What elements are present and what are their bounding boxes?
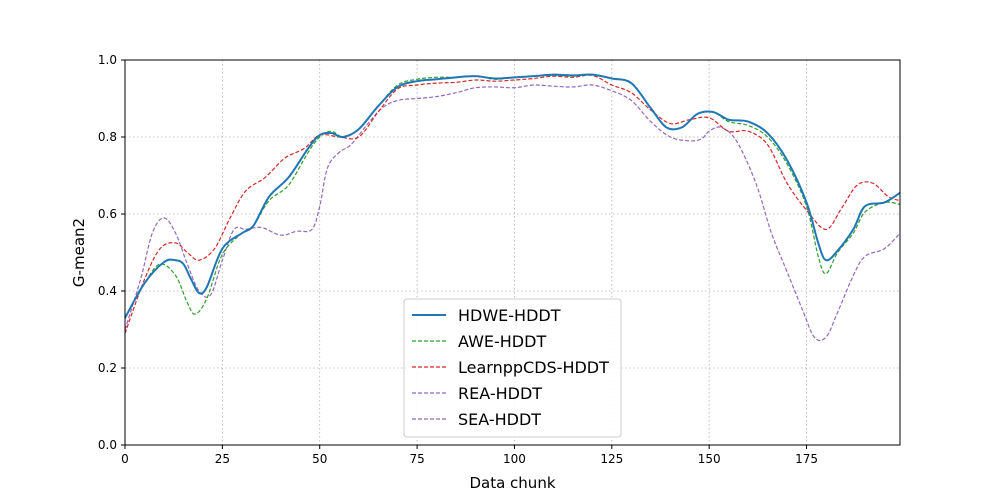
legend-label: SEA-HDDT [458,410,541,429]
y-tick-label: 0.2 [98,361,117,375]
x-tick-label: 175 [795,452,818,466]
legend: HDWE-HDDT AWE-HDDT LearnppCDS-HDDT REA-HDDT… [403,298,622,438]
y-tick-label: 1.0 [98,53,117,67]
series-line-learnppcds-hddt [124,74,901,334]
series-line-hdwe-hddt [124,73,901,319]
plot-frame [124,59,901,446]
legend-label: AWE-HDDT [458,332,546,351]
legend-label: HDWE-HDDT [458,306,561,325]
x-tick-label: 50 [312,452,327,466]
y-tick-label: 0.6 [98,207,117,221]
legend-box [403,298,622,438]
legend-label: REA-HDDT [458,384,542,403]
y-tick-label: 0.0 [98,438,117,452]
x-axis-label: Data chunk [469,474,555,492]
x-tick-label: 125 [600,452,623,466]
x-axis-ticks: 0 25 50 75 100 125 150 175 [121,445,818,466]
legend-label: LearnppCDS-HDDT [458,358,609,377]
x-tick-label: 75 [409,452,424,466]
series-layer [124,73,901,342]
x-tick-label: 0 [121,452,129,466]
y-tick-label: 0.4 [98,284,117,298]
x-tick-label: 25 [215,452,230,466]
y-tick-label: 0.8 [98,130,117,144]
y-axis-ticks: 0.0 0.2 0.4 0.6 0.8 1.0 [98,53,125,452]
x-tick-label: 100 [503,452,526,466]
x-tick-label: 150 [698,452,721,466]
y-axis-label: G-mean2 [70,218,88,287]
